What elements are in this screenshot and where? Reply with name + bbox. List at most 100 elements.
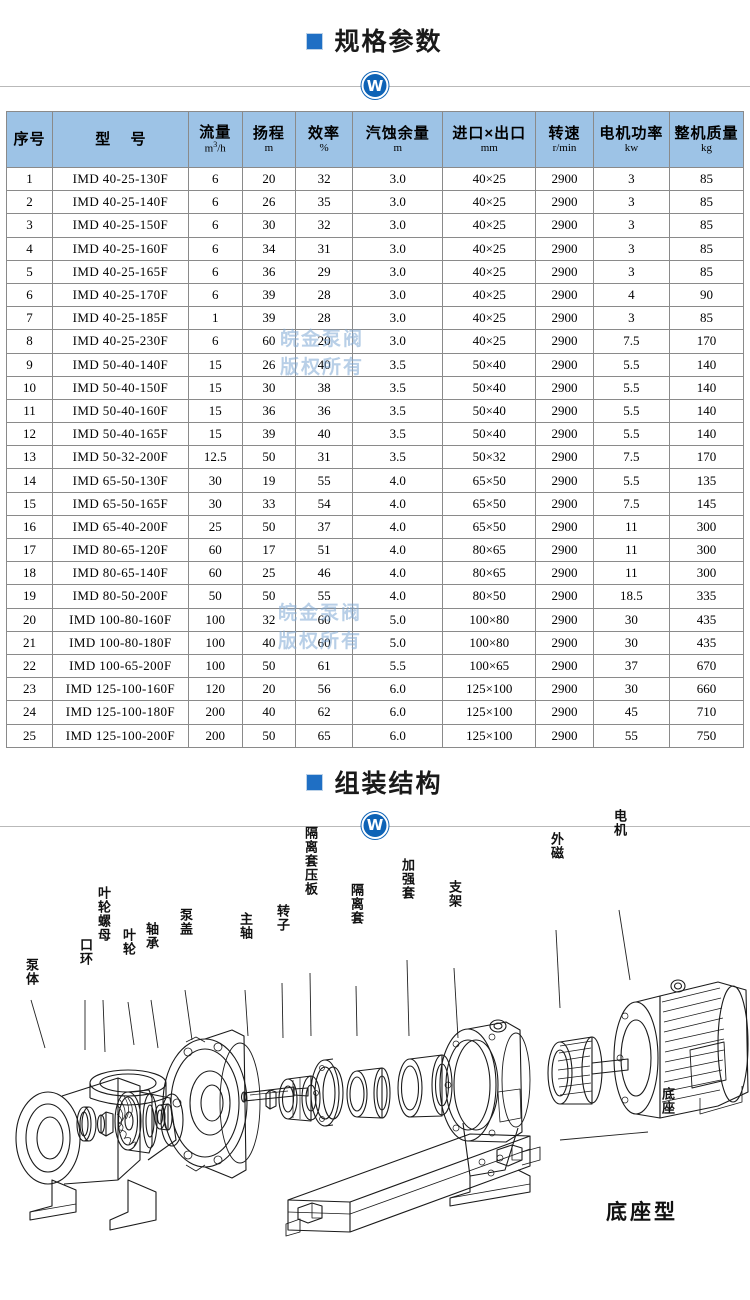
cell-value: 3.0 — [352, 213, 444, 238]
cell-value: 6 — [187, 259, 243, 284]
cell-no: 16 — [6, 514, 53, 540]
callout-label: 外磁 — [548, 831, 563, 860]
cell-value: 40×25 — [442, 306, 537, 331]
callout-label: 主轴 — [237, 911, 252, 940]
cell-value: 40 — [241, 700, 297, 725]
cell-value: 39 — [241, 306, 297, 331]
table-row: 14 IMD 65-50-130F 30 19 55 4.0 65×50 2900 5.5 135 — [6, 468, 745, 493]
cell-value: 170 — [668, 329, 745, 354]
cell-value: 125×100 — [442, 677, 537, 702]
cell-value: 3.0 — [352, 282, 444, 308]
cell-value: 435 — [668, 630, 745, 655]
cell-value: 32 — [295, 166, 354, 192]
cell-value: 2900 — [535, 468, 594, 493]
table-row: 23 IMD 125-100-160F 120 20 56 6.0 125×100 2900 3… — [6, 677, 745, 702]
section-heading-assembly: 组装结构 — [0, 764, 750, 800]
cell-no: 4 — [6, 236, 53, 261]
cell-value: 30 — [187, 491, 243, 516]
cell-value: 65 — [295, 723, 354, 748]
cell-value: 100×65 — [442, 653, 537, 679]
cell-value: 20 — [241, 166, 297, 192]
cell-model: IMD 65-40-200F — [51, 514, 189, 540]
cell-value: 300 — [668, 514, 745, 540]
cell-value: 11 — [592, 514, 670, 540]
cell-model: IMD 50-40-150F — [51, 375, 189, 400]
col-header-npsh: 汽蚀余量 m — [352, 111, 444, 168]
cell-value: 50 — [241, 723, 297, 748]
cell-value: 2900 — [535, 236, 594, 261]
cell-value: 3.0 — [352, 236, 444, 261]
cell-value: 50×40 — [442, 352, 537, 377]
cell-value: 50×40 — [442, 398, 537, 424]
cell-value: 26 — [241, 190, 297, 215]
cell-value: 50×32 — [442, 445, 537, 470]
callout-label: 泵盖 — [177, 907, 192, 936]
cell-no: 21 — [6, 630, 53, 655]
cell-no: 9 — [6, 352, 53, 377]
spec-table: 序号 型 号 流量 m3/h 扬程 m 效率 % — [6, 111, 745, 748]
cell-value: 25 — [241, 561, 297, 586]
cell-value: 85 — [668, 306, 745, 331]
cell-value: 7.5 — [592, 491, 670, 516]
table-row: 9 IMD 50-40-140F 15 26 40 3.5 50×40 2900 5.5 140 — [6, 352, 745, 377]
cell-value: 100 — [187, 653, 243, 679]
cell-value: 2900 — [535, 584, 594, 609]
cell-value: 2900 — [535, 537, 594, 563]
callout-label: 轴承 — [143, 921, 158, 950]
cell-value: 4 — [592, 282, 670, 308]
cell-value: 2900 — [535, 514, 594, 540]
cell-value: 5.5 — [352, 653, 444, 679]
cell-value: 100 — [187, 607, 243, 632]
cell-value: 710 — [668, 700, 745, 725]
section-title-spec: 规格参数 — [334, 28, 443, 56]
cell-value: 2900 — [535, 422, 594, 447]
table-row: 7 IMD 40-25-185F 1 39 28 3.0 40×25 2900 3 85 — [6, 306, 745, 331]
cell-value: 6 — [187, 329, 243, 354]
cell-no: 11 — [6, 398, 53, 424]
table-row: 12 IMD 50-40-165F 15 39 40 3.5 50×40 2900 5.5 140 — [6, 422, 745, 447]
cell-value: 300 — [668, 537, 745, 563]
cell-value: 135 — [668, 468, 745, 493]
cell-model: IMD 40-25-160F — [51, 236, 189, 261]
cell-value: 6 — [187, 236, 243, 261]
cell-model: IMD 40-25-140F — [51, 190, 189, 215]
cell-value: 54 — [295, 491, 354, 516]
table-row: 18 IMD 80-65-140F 60 25 46 4.0 80×65 2900 11 300 — [6, 561, 745, 586]
callout-label: 叶轮 — [120, 927, 135, 956]
cell-value: 4.0 — [352, 537, 444, 563]
cell-value: 34 — [241, 236, 297, 261]
cell-value: 3.5 — [352, 352, 444, 377]
cell-value: 5.0 — [352, 607, 444, 632]
cell-value: 2900 — [535, 259, 594, 284]
cell-value: 7.5 — [592, 329, 670, 354]
callout-label: 隔离套压板 — [302, 825, 317, 896]
cell-model: IMD 125-100-180F — [51, 700, 189, 725]
callout-label: 叶轮螺母 — [95, 885, 110, 942]
cell-value: 2900 — [535, 630, 594, 655]
cell-value: 31 — [295, 236, 354, 261]
cell-model: IMD 125-100-160F — [51, 677, 189, 702]
cell-value: 37 — [295, 514, 354, 540]
spec-table-body: 1 IMD 40-25-130F 6 20 32 3.0 40×25 2900 3 85 2 IMD … — [6, 166, 745, 748]
col-header-speed: 转速 r/min — [535, 111, 594, 168]
cell-value: 19 — [241, 468, 297, 493]
table-row: 4 IMD 40-25-160F 6 34 31 3.0 40×25 2900 3 85 — [6, 236, 745, 261]
table-row: 21 IMD 100-80-180F 100 40 60 5.0 100×80 2900 30 4… — [6, 630, 745, 655]
col-header-weight: 整机质量 kg — [668, 111, 745, 168]
cell-model: IMD 50-40-165F — [51, 422, 189, 447]
cell-value: 660 — [668, 677, 745, 702]
table-row: 1 IMD 40-25-130F 6 20 32 3.0 40×25 2900 3 85 — [6, 166, 745, 192]
cell-value: 3.5 — [352, 422, 444, 447]
cell-no: 5 — [6, 259, 53, 284]
table-row: 3 IMD 40-25-150F 6 30 32 3.0 40×25 2900 3 85 — [6, 213, 745, 238]
cell-value: 750 — [668, 723, 745, 748]
cell-value: 20 — [295, 329, 354, 354]
cell-value: 30 — [187, 468, 243, 493]
col-header-flow: 流量 m3/h — [187, 111, 243, 168]
cell-value: 125×100 — [442, 700, 537, 725]
section-heading-spec: 规格参数 — [0, 22, 750, 58]
cell-value: 36 — [241, 259, 297, 284]
cell-model: IMD 50-40-160F — [51, 398, 189, 424]
cell-model: IMD 40-25-165F — [51, 259, 189, 284]
cell-value: 5.5 — [592, 398, 670, 424]
